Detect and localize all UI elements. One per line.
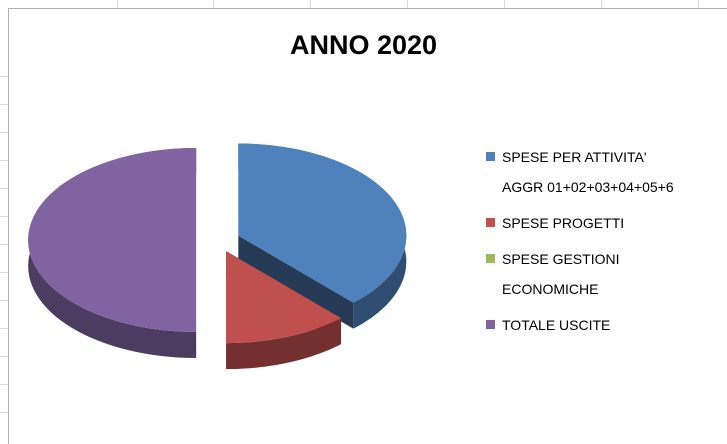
pie-slice bbox=[238, 143, 407, 303]
legend-entry: SPESE GESTIONI ECONOMICHE bbox=[486, 244, 682, 304]
legend-key bbox=[486, 152, 495, 161]
legend-label: SPESE GESTIONI ECONOMICHE bbox=[502, 251, 620, 297]
legend-key bbox=[486, 218, 495, 227]
legend-key bbox=[486, 254, 495, 263]
chart-title: ANNO 2020 bbox=[289, 30, 438, 60]
legend-label: SPESE PER ATTIVITA' AGGR 01+02+03+04+05+… bbox=[502, 149, 674, 195]
slice-side bbox=[226, 318, 342, 370]
legend-label: SPESE PROGETTI bbox=[502, 215, 625, 231]
pie-slice bbox=[28, 148, 197, 332]
pie-slice bbox=[226, 251, 342, 344]
slice-cut-face bbox=[238, 235, 354, 329]
legend-entry: TOTALE USCITE bbox=[486, 310, 682, 340]
legend-label: TOTALE USCITE bbox=[502, 317, 611, 333]
legend-key bbox=[486, 320, 495, 329]
legend-entry: SPESE PROGETTI bbox=[486, 208, 682, 238]
legend-entry: SPESE PER ATTIVITA' AGGR 01+02+03+04+05+… bbox=[486, 142, 682, 202]
legend: SPESE PER ATTIVITA' AGGR 01+02+03+04+05+… bbox=[486, 142, 682, 346]
